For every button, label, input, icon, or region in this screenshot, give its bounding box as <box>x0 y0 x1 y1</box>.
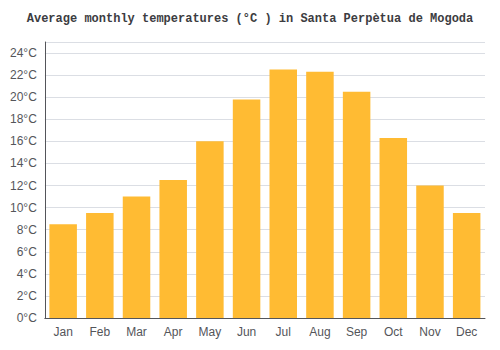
svg-text:8°C: 8°C <box>17 223 37 237</box>
svg-text:12°C: 12°C <box>10 179 37 193</box>
svg-text:Mar: Mar <box>126 325 147 339</box>
svg-text:4°C: 4°C <box>17 267 37 281</box>
svg-text:2°C: 2°C <box>17 289 37 303</box>
svg-text:Dec: Dec <box>456 325 477 339</box>
svg-text:Nov: Nov <box>419 325 440 339</box>
svg-text:14°C: 14°C <box>10 156 37 170</box>
svg-text:24°C: 24°C <box>10 46 37 60</box>
svg-text:Oct: Oct <box>384 325 403 339</box>
svg-text:Jun: Jun <box>237 325 256 339</box>
svg-text:Sep: Sep <box>346 325 368 339</box>
svg-text:Jul: Jul <box>276 325 291 339</box>
svg-text:18°C: 18°C <box>10 112 37 126</box>
svg-text:Aug: Aug <box>309 325 330 339</box>
svg-text:Apr: Apr <box>164 325 183 339</box>
svg-text:Average monthly temperatures (: Average monthly temperatures (°C ) in Sa… <box>27 12 473 26</box>
svg-text:May: May <box>199 325 222 339</box>
svg-text:Jan: Jan <box>53 325 72 339</box>
svg-text:Feb: Feb <box>89 325 110 339</box>
svg-text:10°C: 10°C <box>10 201 37 215</box>
svg-text:22°C: 22°C <box>10 68 37 82</box>
svg-text:6°C: 6°C <box>17 245 37 259</box>
svg-text:20°C: 20°C <box>10 90 37 104</box>
svg-text:16°C: 16°C <box>10 134 37 148</box>
svg-text:0°C: 0°C <box>17 311 37 325</box>
